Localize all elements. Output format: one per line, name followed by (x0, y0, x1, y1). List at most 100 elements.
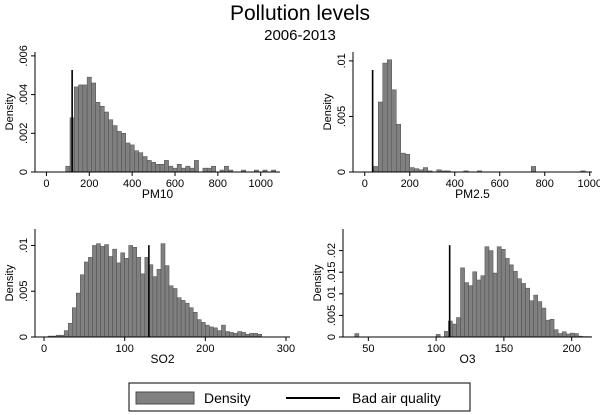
histogram-bar (140, 273, 146, 338)
y-axis-label: Density (322, 93, 334, 130)
histogram-bar (553, 329, 559, 338)
y-tick-label: .002 (18, 123, 30, 144)
histogram-bar (517, 278, 522, 338)
y-tick-label: 0 (326, 334, 338, 340)
x-tick-label: 200 (401, 178, 419, 190)
histogram-bar (88, 257, 93, 338)
histogram-bar (476, 279, 482, 338)
histogram-bar (213, 327, 218, 338)
histogram-bar (116, 131, 122, 173)
x-tick-label: 600 (491, 178, 509, 190)
x-tick-label: 800 (536, 178, 554, 190)
histogram-bar (189, 167, 195, 173)
histogram-bar (229, 332, 234, 338)
histogram-bar (96, 243, 101, 338)
histogram-bar (160, 243, 166, 338)
histogram-bar (108, 256, 113, 338)
histogram-bar (468, 285, 473, 338)
histogram-bar (541, 307, 547, 338)
histogram-bar (176, 297, 182, 338)
histogram-bar (192, 312, 198, 338)
x-tick-label: 0 (41, 343, 47, 355)
histogram-bar (400, 152, 406, 173)
x-axis-label: PM10 (142, 187, 174, 201)
histogram-bar (492, 272, 498, 338)
histogram-bar (151, 162, 156, 173)
histogram-bar (423, 167, 428, 173)
x-tick-label: 150 (495, 343, 513, 355)
histogram-bar (67, 323, 73, 338)
histogram-bar (120, 252, 125, 338)
y-tick-label: .005 (326, 305, 338, 326)
y-tick-label: 0 (336, 169, 348, 175)
histogram-bar (124, 258, 129, 338)
histogram-bar (76, 292, 81, 338)
histogram-bar (185, 165, 191, 173)
histogram-bar (480, 275, 486, 338)
histogram-bar (86, 76, 92, 173)
y-tick-label: .005 (336, 106, 348, 127)
y-tick-label: .01 (326, 286, 338, 301)
histogram-bar (529, 300, 534, 338)
y-tick-label: 0 (18, 334, 30, 340)
histogram-bar (168, 285, 174, 338)
y-tick-label: .005 (18, 281, 30, 302)
histogram-bar (521, 283, 526, 338)
histogram-bar (387, 59, 392, 173)
histogram-bar (138, 152, 144, 173)
panel-so2: 0 100 200 300 0 .005 .01 SO2 Density (4, 229, 295, 366)
histogram-bar (95, 102, 101, 173)
histogram-bar (164, 265, 170, 338)
x-axis-label: PM2.5 (455, 187, 490, 201)
x-tick-label: 0 (362, 178, 368, 190)
histogram-bar (116, 262, 121, 338)
histogram-bar (125, 142, 131, 173)
histogram-bar (112, 248, 117, 338)
histogram-bar (500, 249, 506, 338)
x-tick-label: 200 (562, 343, 580, 355)
histogram-bar (134, 150, 139, 173)
histogram-bar (164, 160, 169, 173)
x-tick-label: 600 (166, 178, 184, 190)
histogram-bar (80, 274, 85, 338)
x-tick-label: 1000 (248, 178, 272, 190)
histogram-bar (456, 317, 461, 338)
y-tick-label: .02 (326, 243, 338, 258)
histogram-bar (91, 82, 96, 173)
histogram-bar (100, 246, 105, 338)
histogram-bar (172, 288, 178, 338)
histogram-bar (224, 165, 229, 173)
histogram-bar (74, 86, 79, 173)
legend-density-swatch (135, 391, 195, 405)
histogram-bar (472, 271, 478, 338)
x-tick-label: 100 (427, 343, 445, 355)
histogram-bar (159, 164, 165, 173)
histogram-bar (241, 332, 246, 338)
histogram-bar (65, 165, 71, 173)
histogram-bar (225, 331, 230, 338)
histogram-bar (181, 167, 186, 173)
histogram-bar (72, 307, 77, 338)
histogram-bar (561, 331, 567, 338)
histogram-bar (509, 264, 514, 338)
histogram-bar (142, 156, 148, 173)
x-tick-label: 200 (80, 178, 98, 190)
x-tick-label: 400 (446, 178, 464, 190)
y-tick-label: .004 (18, 84, 30, 105)
y-tick-label: .015 (326, 261, 338, 282)
x-tick-label: 50 (362, 343, 374, 355)
y-axis-label: Density (4, 93, 16, 130)
histogram-bar (92, 245, 97, 338)
y-axis-label: Density (312, 264, 324, 301)
x-tick-label: 800 (209, 178, 227, 190)
histogram-bar (84, 261, 89, 338)
histogram-bar (452, 323, 457, 338)
histogram-bar (525, 287, 530, 338)
histogram-bar (391, 89, 397, 173)
histogram-bar (557, 333, 563, 338)
x-tick-label: 100 (115, 343, 133, 355)
histogram-bar (112, 125, 118, 173)
histogram-bar (533, 294, 539, 338)
histogram-bar (99, 105, 105, 173)
histogram-bar (78, 84, 84, 173)
